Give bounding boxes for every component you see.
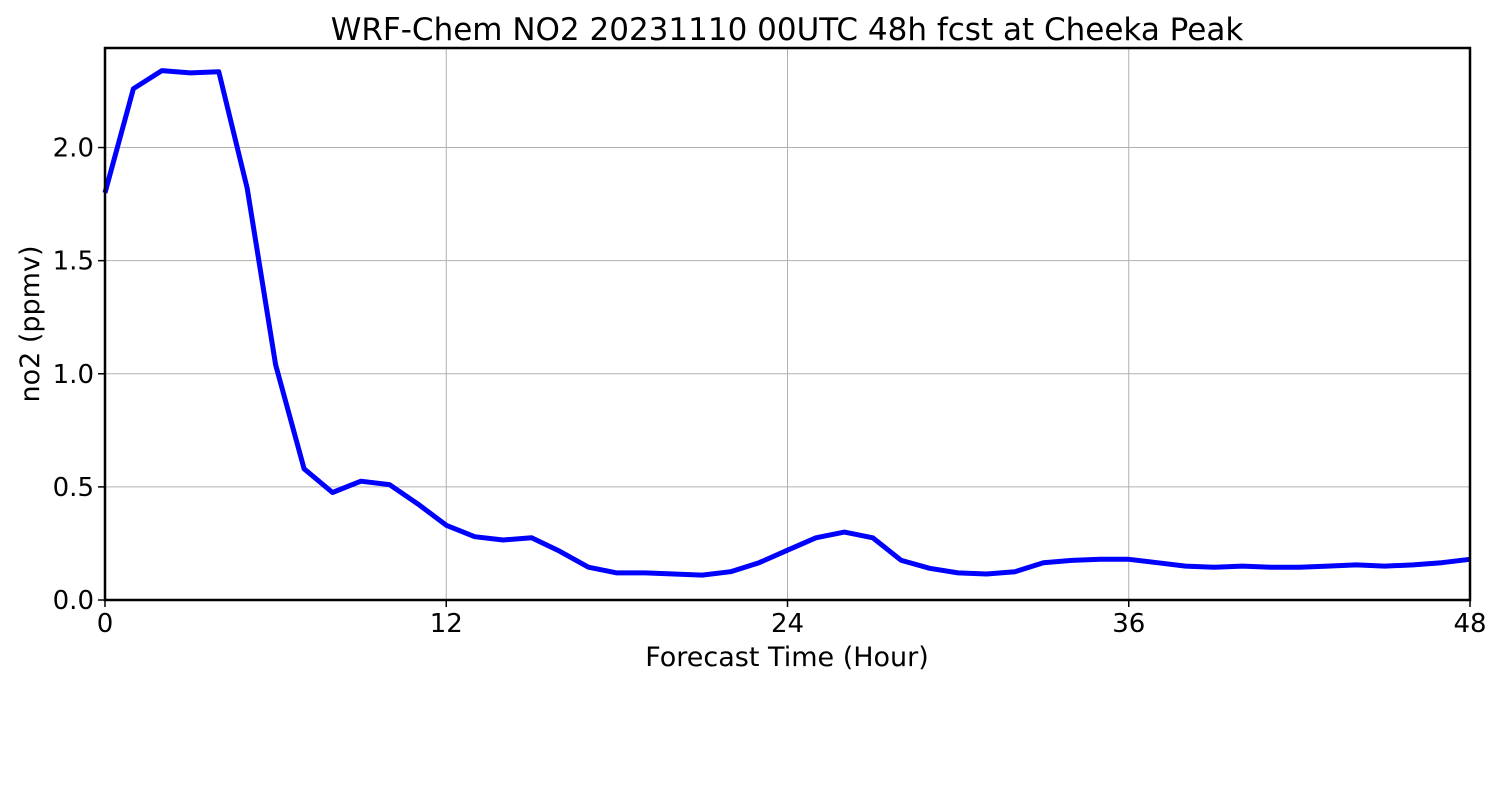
x-axis-ticks: 0 12 24 36 48 [97, 600, 1487, 639]
no2-series-line [102, 68, 1471, 578]
x-axis-label: Forecast Time (Hour) [645, 642, 929, 673]
y-tick-label: 0.5 [53, 473, 94, 503]
y-tick-label: 2.0 [53, 134, 94, 164]
plot-frame [103, 46, 1472, 602]
series-group [102, 68, 1471, 578]
y-axis-label: no2 (ppmv) [15, 245, 46, 402]
x-tick-label: 36 [1112, 609, 1145, 639]
y-tick-label: 1.0 [53, 360, 94, 390]
y-tick-label: 0.0 [53, 586, 94, 616]
x-tick-label: 24 [771, 609, 804, 639]
y-axis-ticks: 0.0 0.5 1.0 1.5 2.0 [53, 134, 105, 616]
y-tick-label: 1.5 [53, 247, 94, 277]
x-tick-label: 0 [97, 609, 114, 639]
x-tick-label: 12 [430, 609, 463, 639]
x-tick-label: 48 [1453, 609, 1486, 639]
chart-title: WRF-Chem NO2 20231110 00UTC 48h fcst at … [331, 12, 1244, 48]
grid [104, 48, 1471, 601]
